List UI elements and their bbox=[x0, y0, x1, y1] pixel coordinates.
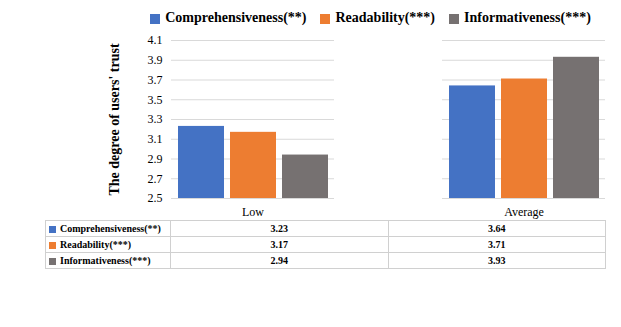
svg-text:4.1: 4.1 bbox=[148, 33, 163, 47]
svg-text:2.5: 2.5 bbox=[148, 191, 163, 205]
html-text:Readability(***): Readability(***) bbox=[335, 10, 435, 25]
html-text:Readability(***): Readability(***) bbox=[60, 239, 132, 250]
html-text:3.17: 3.17 bbox=[270, 239, 288, 250]
svg-text:Low: Low bbox=[242, 205, 264, 219]
svg-text:2.9: 2.9 bbox=[148, 152, 163, 166]
html-text:Informativeness(***): Informativeness(***) bbox=[60, 255, 151, 266]
html-text:3.23: 3.23 bbox=[270, 223, 288, 234]
svg-text:3.5: 3.5 bbox=[148, 93, 163, 107]
svg-text:3.7: 3.7 bbox=[148, 73, 163, 87]
svg-text:2.7: 2.7 bbox=[148, 172, 163, 186]
html-text:3.93: 3.93 bbox=[488, 255, 506, 266]
html-text:Informativeness(***): Informativeness(***) bbox=[464, 10, 591, 25]
html-text:Comprehensiveness(**): Comprehensiveness(**) bbox=[60, 223, 161, 234]
svg-text:3.1: 3.1 bbox=[148, 132, 163, 146]
html-text:Comprehensiveness(**): Comprehensiveness(**) bbox=[165, 10, 307, 25]
html-text:3.71: 3.71 bbox=[488, 239, 506, 250]
svg-text:3.9: 3.9 bbox=[148, 53, 163, 67]
html-text:3.64: 3.64 bbox=[488, 223, 506, 234]
html-text:2.94: 2.94 bbox=[270, 255, 288, 266]
svg-text:3.3: 3.3 bbox=[148, 112, 163, 126]
svg-text:Average: Average bbox=[504, 205, 544, 219]
svg-text:The degree of users' trust: The degree of users' trust bbox=[107, 43, 122, 195]
